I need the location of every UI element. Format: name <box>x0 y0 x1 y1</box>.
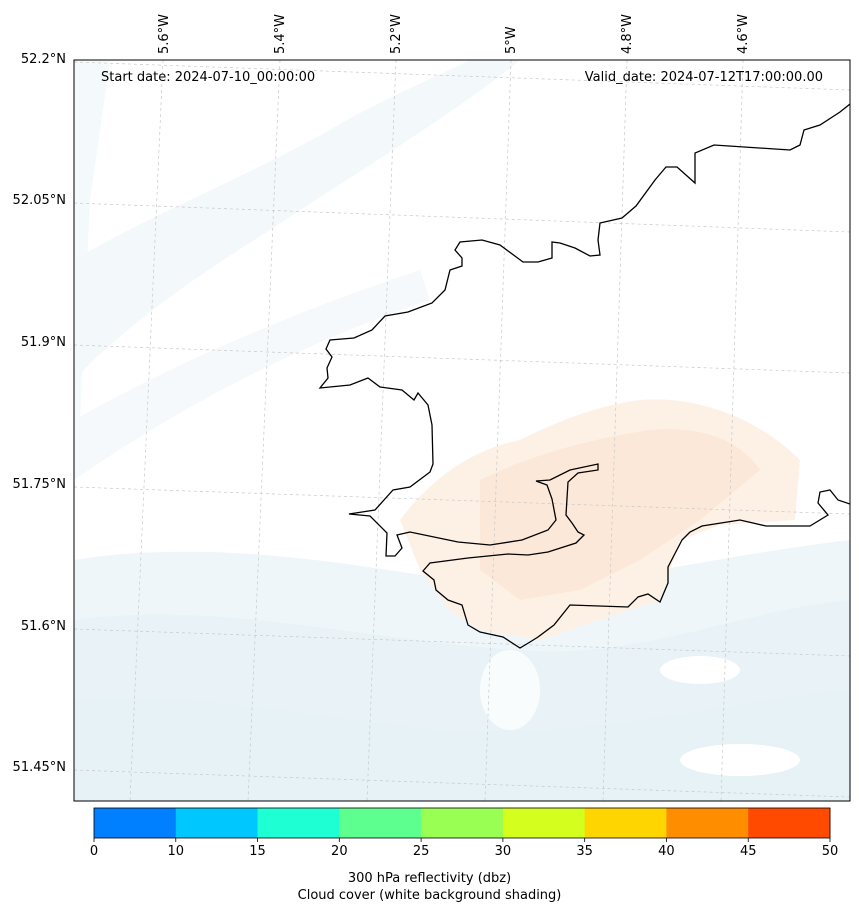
colorbar-ticks <box>93 838 831 842</box>
colorbar-tick-label: 0 <box>89 844 99 859</box>
lon-label: 5.4°W <box>273 13 288 54</box>
colorbar-label: 300 hPa reflectivity (dbz) <box>347 871 512 886</box>
lat-label: 51.6°N <box>20 619 66 634</box>
colorbar-tick-label: 30 <box>494 844 512 859</box>
colorbar-swatch <box>175 808 259 838</box>
lat-label: 51.75°N <box>12 477 66 492</box>
lat-label: 52.2°N <box>20 52 66 67</box>
lat-label: 51.45°N <box>12 760 66 775</box>
start-date-label: Start date: 2024-07-10_00:00:00 <box>101 70 316 85</box>
colorbar-tick-label: 35 <box>576 844 593 859</box>
colorbar-swatch <box>502 808 586 838</box>
colorbar-swatch <box>94 808 177 838</box>
colorbar-sublabel: Cloud cover (white background shading) <box>297 888 562 903</box>
graticule <box>74 60 850 801</box>
colorbar-swatch <box>339 808 422 838</box>
cloud-cover-shading <box>74 60 850 801</box>
map-frame <box>73 59 851 802</box>
colorbar <box>94 808 831 838</box>
lon-label: 5°W <box>504 26 519 54</box>
lon-label: 4.8°W <box>620 13 635 54</box>
lat-label: 52.05°N <box>12 193 66 208</box>
colorbar-swatch <box>584 808 667 838</box>
colorbar-tick-label: 20 <box>331 844 348 859</box>
colorbar-swatch <box>748 808 831 838</box>
colorbar-swatch <box>257 808 340 838</box>
lon-label: 5.6°W <box>157 13 172 54</box>
colorbar-swatch <box>421 808 504 838</box>
colorbar-tick-label: 45 <box>739 844 757 859</box>
colorbar-tick-label: 25 <box>412 844 430 859</box>
colorbar-swatch <box>666 808 749 838</box>
colorbar-tick-label: 50 <box>821 844 839 859</box>
coastline <box>318 103 850 649</box>
lat-label: 51.9°N <box>20 335 66 350</box>
colorbar-tick-label: 15 <box>249 844 266 859</box>
colorbar-frame <box>93 807 831 839</box>
valid-date-label: Valid_date: 2024-07-12T17:00:00.00 <box>584 70 823 85</box>
colorbar-tick-label: 10 <box>167 844 185 859</box>
lon-label: 5.2°W <box>389 13 404 54</box>
colorbar-tick-label: 40 <box>658 844 675 859</box>
lon-label: 4.6°W <box>736 13 751 54</box>
